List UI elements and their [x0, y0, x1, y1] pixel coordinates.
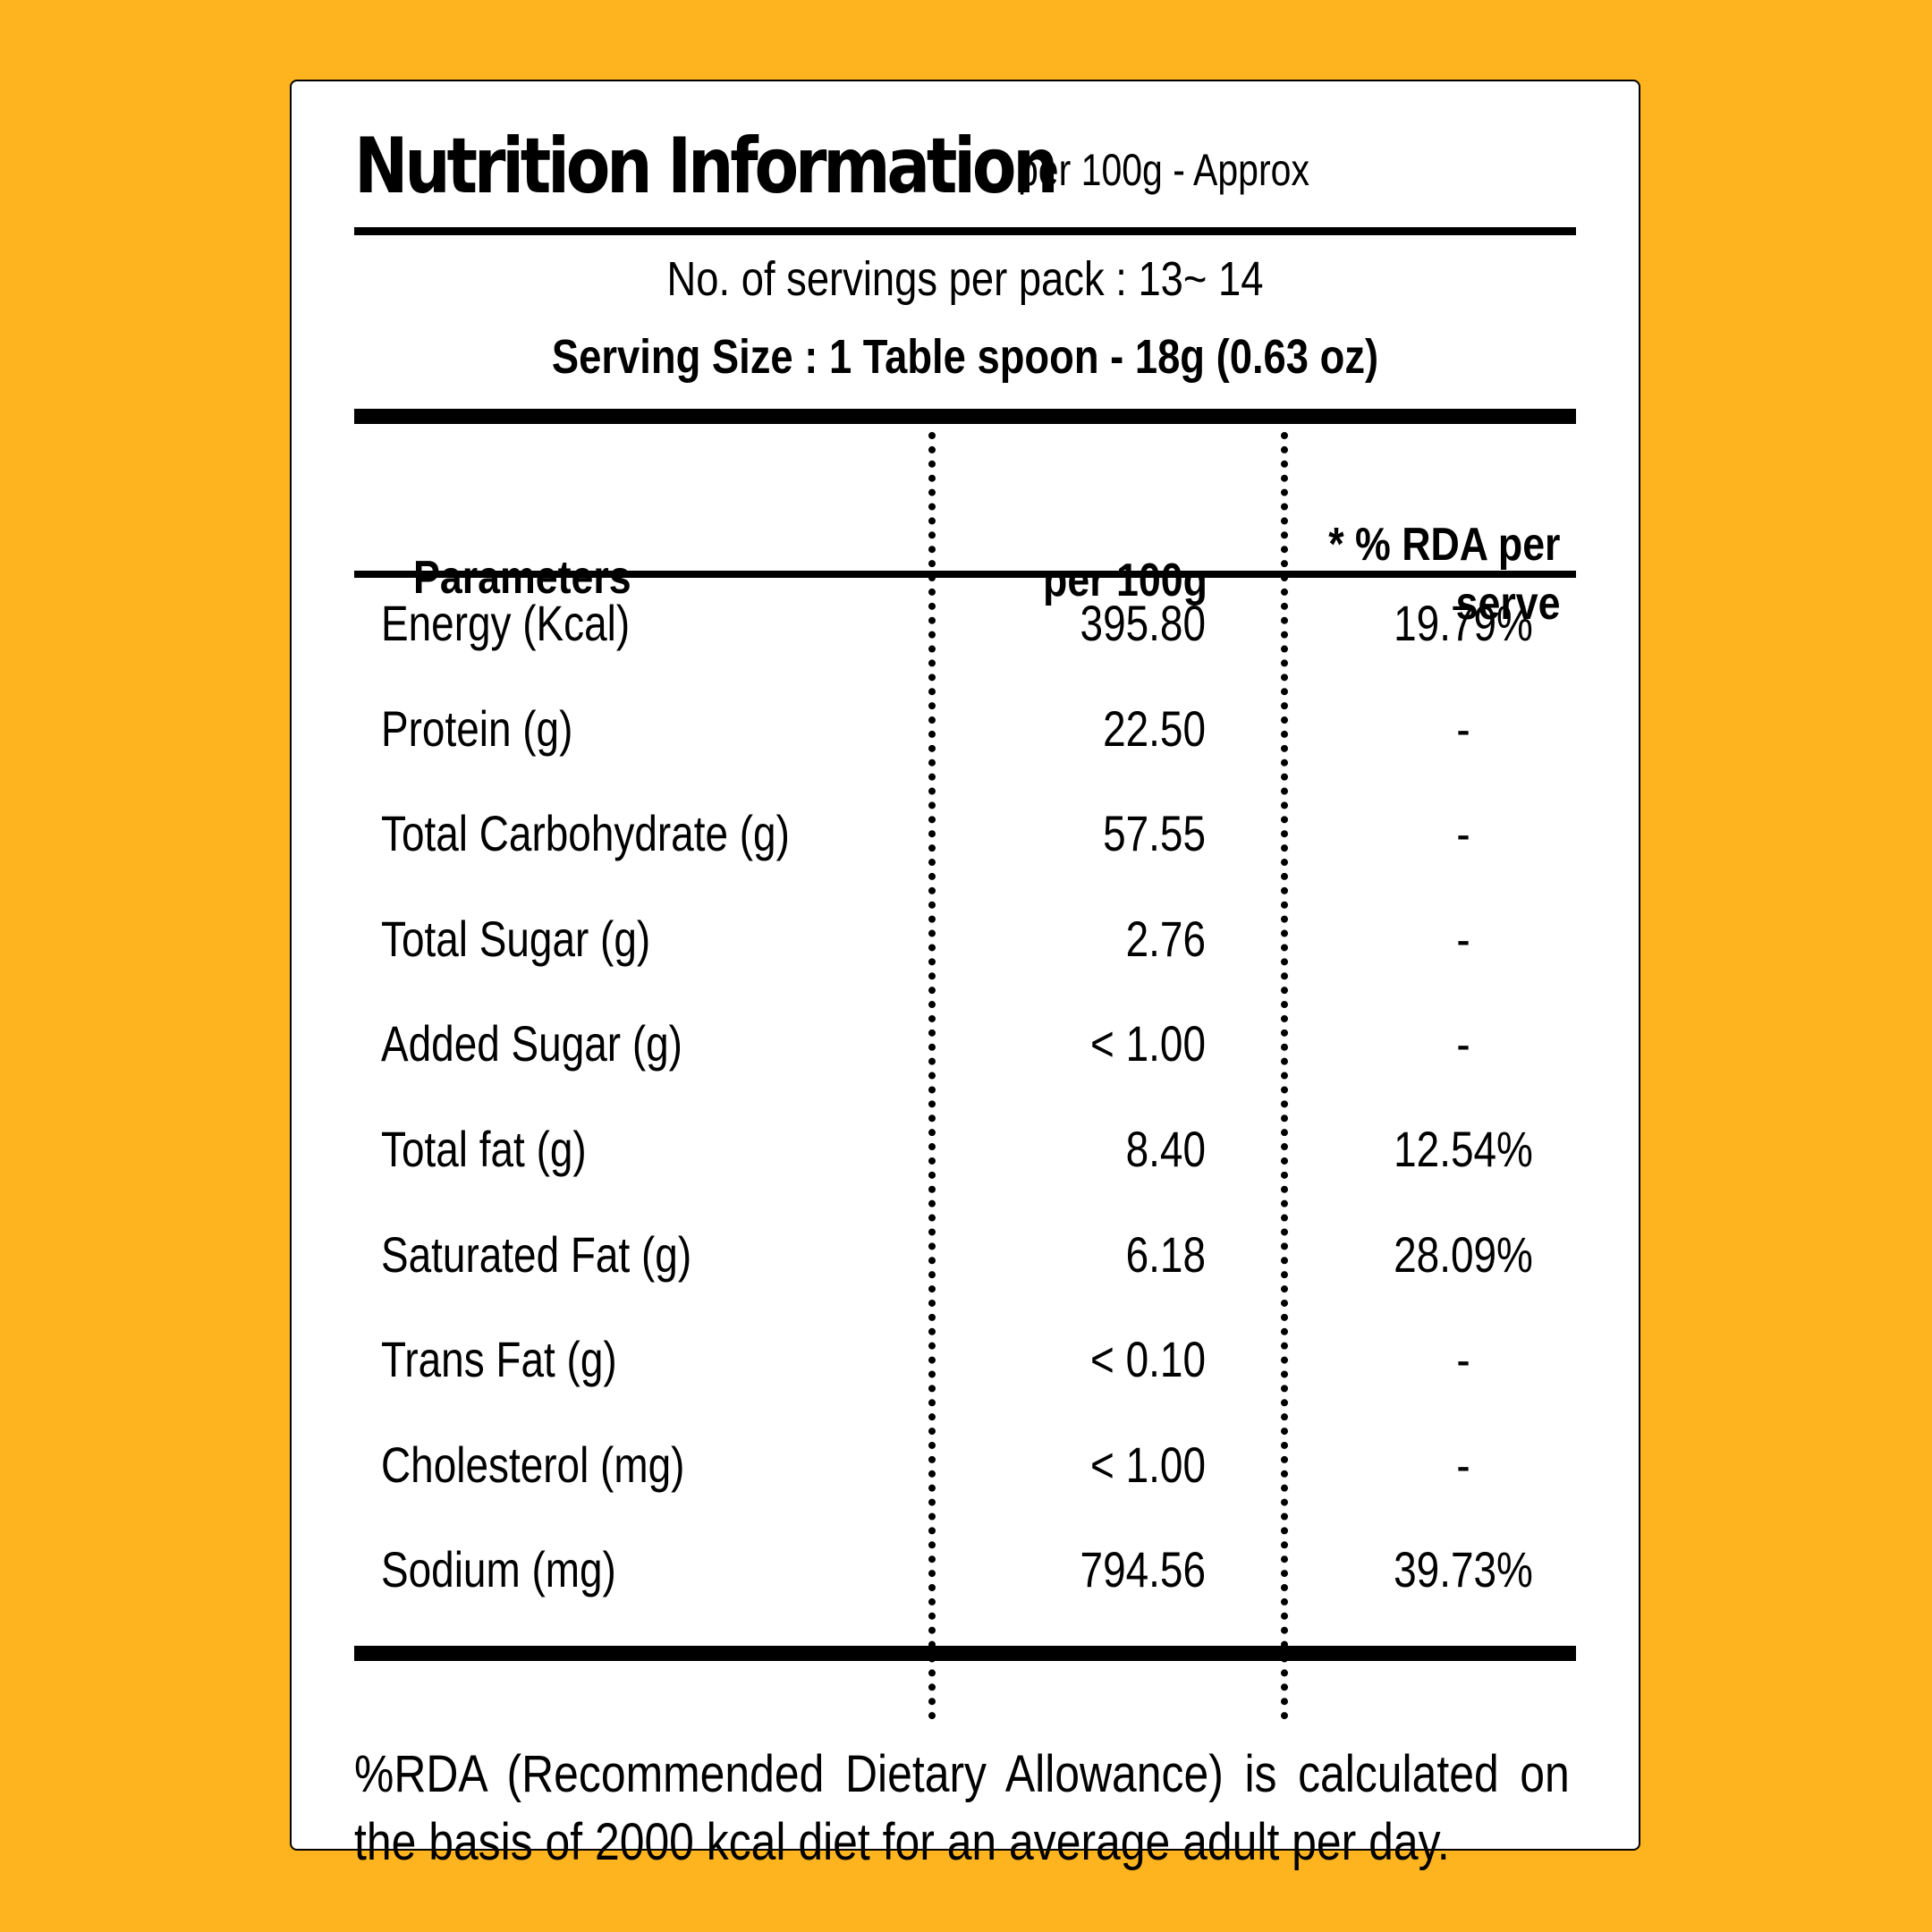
- row-per-100g: 794.56: [1080, 1541, 1206, 1597]
- row-rda: 28.09%: [1394, 1226, 1533, 1283]
- label-subtitle: per 100g - Approx: [1018, 145, 1309, 195]
- header-rda-per-serve: * % RDA per serve: [1328, 515, 1560, 633]
- table-bottom-divider: [354, 1646, 1576, 1661]
- row-per-100g: 2.76: [1125, 911, 1206, 967]
- row-name: Saturated Fat (g): [381, 1226, 692, 1283]
- table-row: Sodium (mg) 794.56 39.73%: [354, 1540, 1576, 1630]
- row-per-100g: 395.80: [1080, 595, 1206, 651]
- row-name: Protein (g): [381, 700, 573, 757]
- table-row: Total Sugar (g) 2.76 -: [354, 910, 1576, 999]
- row-rda: 12.54%: [1394, 1121, 1533, 1177]
- row-rda: -: [1456, 1331, 1470, 1387]
- row-per-100g: < 1.00: [1090, 1436, 1206, 1493]
- row-name: Sodium (mg): [381, 1541, 616, 1597]
- table-row: Added Sugar (g) < 1.00 -: [354, 1014, 1576, 1104]
- row-rda: -: [1456, 911, 1470, 967]
- column-divider-1: [928, 432, 936, 1720]
- nutrition-label-content: Nutrition Information per 100g - Approx …: [354, 81, 1576, 1871]
- table-row: Total fat (g) 8.40 12.54%: [354, 1120, 1576, 1209]
- header-divider: [354, 571, 1576, 578]
- row-rda: -: [1456, 1015, 1470, 1072]
- row-name: Trans Fat (g): [381, 1331, 617, 1387]
- row-rda: -: [1456, 1436, 1470, 1493]
- serving-divider: [354, 409, 1576, 424]
- column-divider-2: [1281, 432, 1288, 1720]
- rda-footnote: %RDA (Recommended Dietary Allowance) is …: [354, 1745, 1570, 1871]
- header-rda-line1: * % RDA per: [1327, 519, 1560, 571]
- row-name: Total fat (g): [381, 1121, 587, 1177]
- table-row: Saturated Fat (g) 6.18 28.09%: [354, 1225, 1576, 1315]
- table-row: Cholesterol (mg) < 1.00 -: [354, 1436, 1576, 1525]
- row-name: Energy (Kcal): [381, 595, 631, 651]
- row-per-100g: 22.50: [1103, 700, 1206, 757]
- row-rda: 39.73%: [1394, 1541, 1533, 1597]
- row-per-100g: < 1.00: [1090, 1015, 1206, 1072]
- row-name: Added Sugar (g): [381, 1015, 682, 1072]
- row-per-100g: 57.55: [1103, 805, 1206, 861]
- row-per-100g: 6.18: [1125, 1226, 1206, 1283]
- table-row: Protein (g) 22.50 -: [354, 699, 1576, 789]
- serving-size: Serving Size : 1 Table spoon - 18g (0.63…: [551, 330, 1379, 384]
- row-name: Cholesterol (mg): [381, 1436, 685, 1493]
- table-row: Energy (Kcal) 395.80 19.79%: [354, 594, 1576, 683]
- row-name: Total Sugar (g): [381, 911, 651, 967]
- table-row: Total Carbohydrate (g) 57.55 -: [354, 804, 1576, 894]
- row-per-100g: 8.40: [1125, 1121, 1206, 1177]
- header-parameters: Parameters: [413, 552, 631, 604]
- row-rda: -: [1456, 805, 1470, 861]
- row-rda: -: [1456, 700, 1470, 757]
- row-per-100g: < 0.10: [1090, 1331, 1206, 1387]
- header-per-100g: per 100g: [1043, 555, 1208, 606]
- title-row: Nutrition Information: [354, 122, 1189, 211]
- row-rda: 19.79%: [1394, 595, 1533, 651]
- servings-per-pack: No. of servings per pack : 13~ 14: [666, 252, 1264, 306]
- row-name: Total Carbohydrate (g): [381, 805, 790, 861]
- table-row: Trans Fat (g) < 0.10 -: [354, 1330, 1576, 1419]
- nutrition-label-card: Nutrition Information per 100g - Approx …: [290, 80, 1640, 1871]
- label-title: Nutrition Information: [354, 122, 1059, 211]
- title-divider: [354, 227, 1576, 235]
- header-rda-line2: serve: [1455, 578, 1560, 630]
